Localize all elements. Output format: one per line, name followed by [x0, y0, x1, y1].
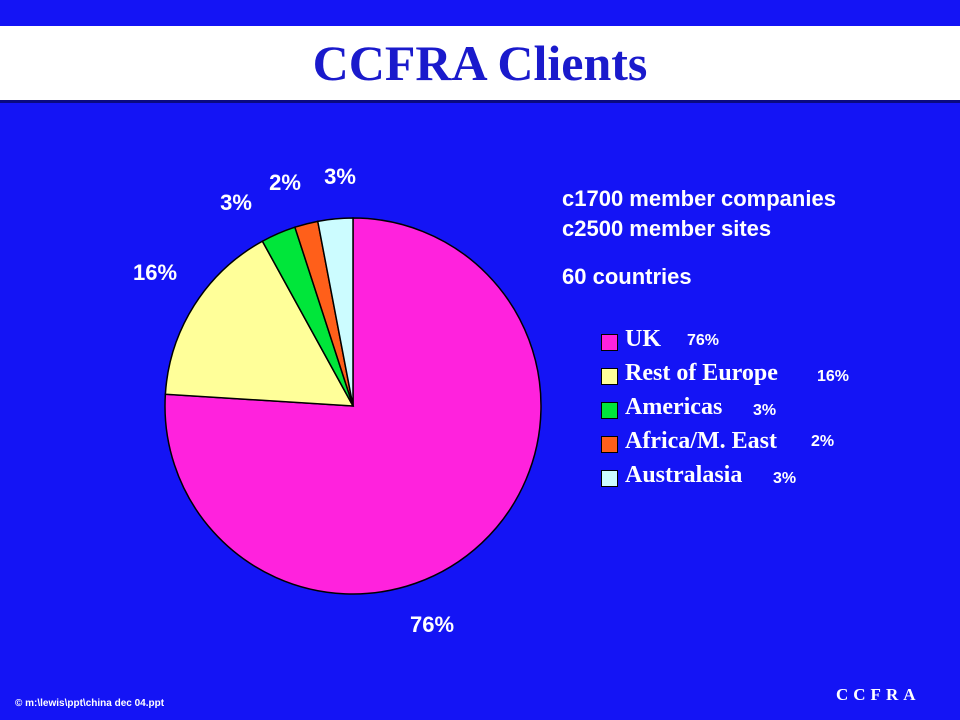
legend-swatch — [601, 470, 618, 487]
footer-brand: CCFRA — [836, 685, 921, 704]
legend-swatch — [601, 334, 618, 351]
page-title: CCFRA Clients — [312, 35, 648, 91]
legend-value: 76% — [687, 332, 720, 349]
title-bar — [0, 26, 960, 100]
pie-slice-australasia — [316, 217, 354, 407]
pie-data-label: 3% — [220, 190, 252, 215]
legend-value: 3% — [773, 470, 797, 487]
legend-label: Africa/M. East — [625, 428, 777, 454]
legend-label: Rest of Europe — [625, 360, 778, 386]
footer-file-path: © m:\lewis\ppt\china dec 04.ppt — [15, 698, 165, 709]
legend-swatch — [601, 402, 618, 419]
info-companies: c1700 member companies — [562, 186, 836, 211]
legend-label: UK — [625, 326, 661, 352]
pie-data-label: 16% — [133, 260, 177, 285]
legend-label: Americas — [625, 394, 723, 420]
legend-value: 16% — [817, 368, 850, 385]
pie-data-label: 3% — [324, 164, 356, 189]
pie-data-label: 2% — [269, 170, 301, 195]
legend-swatch — [601, 368, 618, 385]
legend-swatch — [601, 436, 618, 453]
legend-value: 3% — [753, 402, 777, 419]
pie-slice-rest-of-europe — [164, 240, 355, 407]
info-countries: 60 countries — [562, 264, 692, 289]
legend-label: Australasia — [625, 462, 743, 488]
info-sites: c2500 member sites — [562, 216, 772, 241]
legend-value: 2% — [811, 433, 835, 450]
pie-data-label: 76% — [410, 612, 454, 637]
